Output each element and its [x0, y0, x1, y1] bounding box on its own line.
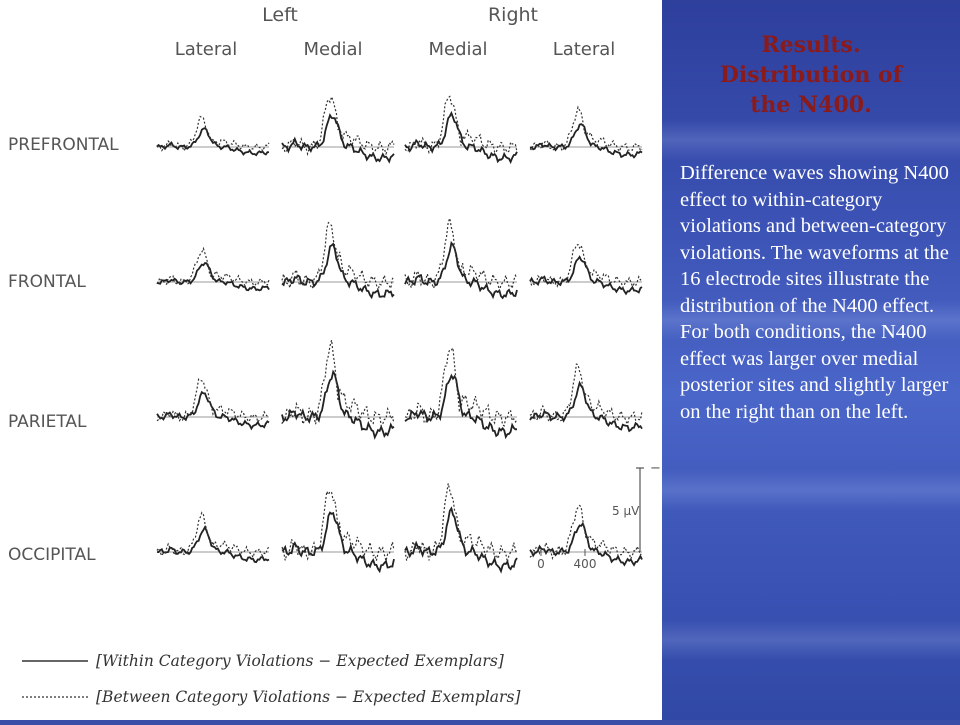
background-streak [662, 120, 960, 160]
scale-label: 5 µV [612, 504, 640, 518]
column-label: Medial [428, 39, 487, 60]
slide-title-line: Distribution of [719, 62, 903, 88]
within-category-wave [404, 506, 518, 574]
within-category-wave [156, 390, 270, 431]
legend-label: [Within Category Violations − Expected E… [96, 652, 505, 670]
column-label: Medial [303, 39, 362, 60]
between-category-wave [404, 95, 518, 155]
background-streak [662, 620, 960, 660]
slide-body-text: Difference waves showing N400 effect to … [680, 162, 949, 423]
within-category-wave [281, 511, 395, 574]
between-category-wave [529, 243, 643, 290]
slide-title-line: Results. [761, 32, 861, 58]
between-category-wave [156, 378, 270, 424]
text-panel: Results. Distribution of the N400. Diffe… [662, 0, 960, 720]
scale-minus: − [650, 461, 661, 476]
between-category-wave [529, 105, 643, 153]
hemisphere-label: Left [262, 4, 298, 26]
row-label: PREFRONTAL [8, 135, 119, 155]
within-category-wave [529, 255, 643, 296]
slide-title: Results. Distribution of the N400. [670, 30, 952, 120]
between-category-wave [281, 489, 395, 562]
within-category-wave [156, 127, 270, 157]
within-category-wave [404, 373, 517, 440]
axis-tick-label: 400 [574, 557, 597, 571]
column-label: Lateral [175, 39, 238, 60]
row-label: FRONTAL [8, 272, 86, 292]
hemisphere-label: Right [488, 4, 538, 26]
background-streak [662, 300, 960, 340]
between-category-wave [156, 246, 270, 287]
within-category-wave [281, 242, 395, 300]
within-category-wave [281, 369, 395, 440]
within-category-wave [529, 380, 643, 433]
within-category-wave [529, 123, 643, 159]
figure-panel: Left Right Lateral Medial Medial Lateral PREF… [0, 0, 662, 720]
between-category-wave [529, 363, 643, 426]
row-label: OCCIPITAL [8, 545, 96, 565]
within-category-wave [404, 240, 518, 300]
between-category-wave [404, 483, 518, 563]
row-label: PARIETAL [8, 412, 87, 432]
between-category-wave [156, 115, 270, 153]
between-category-wave [404, 346, 518, 427]
between-category-wave [529, 504, 643, 561]
between-category-wave [404, 216, 518, 291]
legend-label: [Between Category Violations − Expected … [96, 688, 521, 706]
within-category-wave [156, 262, 270, 292]
background-streak [662, 470, 960, 510]
within-category-wave [529, 521, 643, 567]
erp-figure: Left Right Lateral Medial Medial Lateral PREF… [8, 4, 661, 706]
between-category-wave [281, 94, 395, 157]
between-category-wave [281, 339, 395, 428]
slide-title-line: the N400. [750, 92, 872, 118]
axis-tick-label: 0 [537, 557, 545, 571]
between-category-wave [156, 511, 270, 559]
within-category-wave [281, 112, 395, 164]
column-label: Lateral [553, 39, 616, 60]
between-category-wave [281, 221, 395, 293]
within-category-wave [404, 110, 518, 165]
